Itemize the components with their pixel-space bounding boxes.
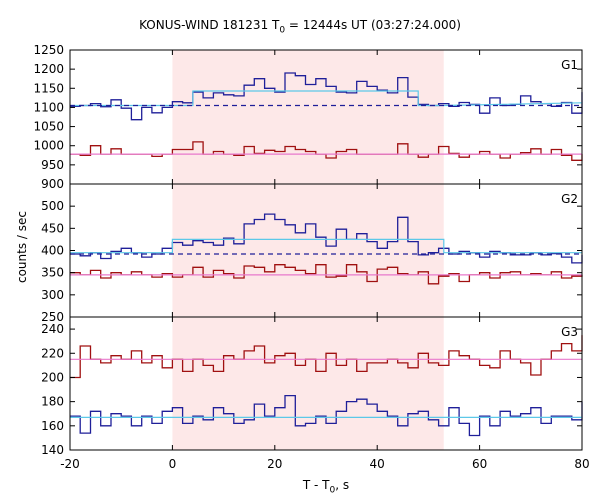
x-tick-label: 80 — [574, 457, 589, 471]
y-tick-label: 900 — [41, 177, 64, 191]
y-tick-label: 500 — [41, 199, 64, 213]
y-tick-label: 350 — [41, 266, 64, 280]
y-tick-label: 200 — [41, 370, 64, 384]
panel-frame — [69, 316, 583, 451]
x-tick-label: 0 — [169, 457, 177, 471]
y-tick-label: 220 — [41, 346, 64, 360]
x-tick-label: -20 — [60, 457, 80, 471]
series-signal-g2 — [70, 213, 583, 264]
panel-g1: 900 950 1000 1050 1100 1150 1200 1250 G1 — [33, 43, 583, 191]
y-tick-label: 1100 — [33, 100, 64, 114]
y-tick-label: 160 — [41, 419, 64, 433]
y-tick-label: 180 — [41, 395, 64, 409]
panel-label: G2 — [561, 192, 578, 206]
y-tick-label: 1250 — [33, 43, 64, 57]
panel-label: G1 — [561, 58, 578, 72]
series-fit-g2 — [70, 238, 582, 254]
series-other-g2 — [70, 264, 583, 285]
x-axis-label: T - T0, s — [302, 478, 350, 496]
panel-g3: 140 160 180 200 220 240 G3 — [41, 316, 583, 457]
y-tick-label: 140 — [41, 443, 64, 457]
y-tick-label: 1050 — [33, 120, 64, 134]
y-tick-label: 400 — [41, 244, 64, 258]
series-other-g1 — [70, 141, 583, 161]
y-tick-label: 950 — [41, 158, 64, 172]
y-axis-label: counts / sec — [15, 211, 29, 284]
y-tick-label: 300 — [41, 288, 64, 302]
y-tick-label: 240 — [41, 322, 64, 336]
x-tick-label: 20 — [267, 457, 282, 471]
y-tick-label: 450 — [41, 221, 64, 235]
y-tick-label: 250 — [41, 310, 64, 324]
highlight-interval — [172, 50, 444, 450]
x-tick-label: 60 — [472, 457, 487, 471]
y-tick-label: 1150 — [33, 81, 64, 95]
x-tick-label: 40 — [370, 457, 385, 471]
y-tick-label: 1200 — [33, 62, 64, 76]
series-signal-g3 — [70, 394, 583, 437]
chart-title: KONUS-WIND 181231 T0 = 12444s UT (03:27:… — [139, 18, 461, 36]
y-tick-label: 1000 — [33, 139, 64, 153]
panel-label: G3 — [561, 325, 578, 339]
series-signal-g1 — [70, 72, 583, 121]
